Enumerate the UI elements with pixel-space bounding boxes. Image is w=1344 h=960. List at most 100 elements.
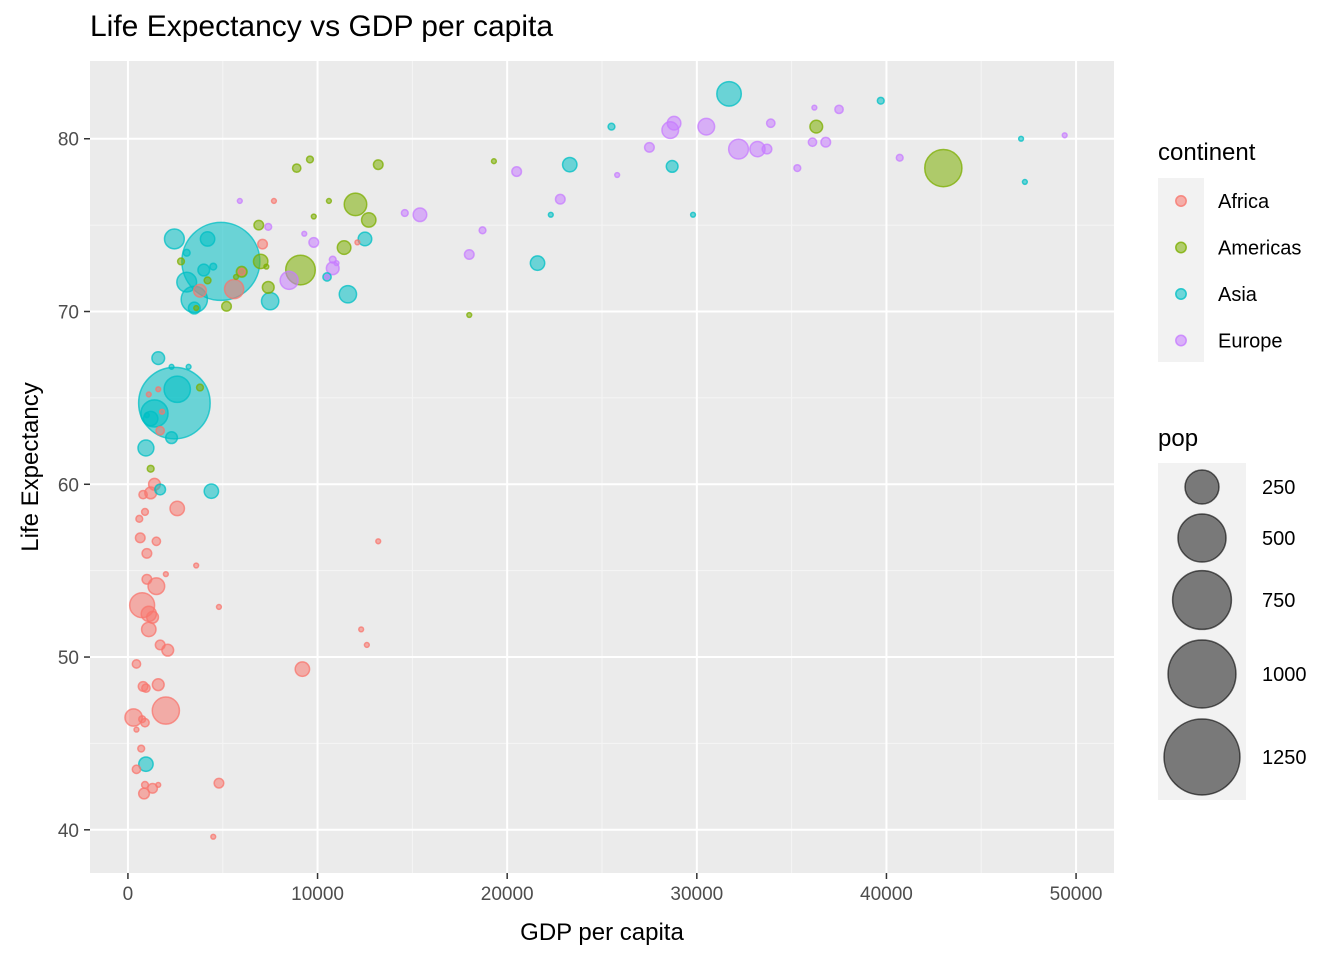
size-legend-key [1167,639,1237,709]
data-point-asia [689,211,697,218]
data-point-africa [193,562,200,569]
data-point-americas [809,119,824,134]
legend-key-asia [1175,288,1187,300]
legend-label-africa: Africa [1218,191,1270,213]
legend-key-americas [1175,241,1187,254]
x-tick-label: 30000 [670,884,723,905]
data-point-europe [1061,132,1068,139]
data-point-europe [333,259,340,267]
data-point-africa [131,764,142,775]
data-point-africa [363,641,371,649]
data-point-americas [193,304,200,312]
data-point-asia [357,231,373,247]
data-point-asia [1021,178,1029,186]
data-point-africa [158,408,166,415]
data-point-africa [140,621,157,638]
data-point-americas [291,163,302,174]
data-point-africa [141,547,153,559]
data-point-asia [185,363,192,370]
data-point-africa [192,283,208,298]
data-point-africa [155,781,162,789]
data-point-americas [232,273,240,281]
data-point-europe [697,117,716,136]
data-point-africa [141,573,153,585]
data-point-africa [131,659,142,669]
legend-key-africa [1175,195,1187,207]
data-point-africa [215,603,223,611]
data-point-americas [305,155,315,164]
data-point-americas [253,219,265,231]
data-point-europe [834,104,844,115]
data-point-europe [807,137,818,148]
data-point-africa [354,239,361,246]
data-point-asia [137,756,154,773]
y-axis-title: Life Expectancy [17,382,44,551]
data-point-asia [203,483,220,500]
data-point-asia [547,211,554,218]
data-point-europe [323,273,331,281]
data-point-asia [151,351,166,366]
data-point-africa [145,391,152,398]
data-point-asia [176,271,198,293]
data-point-asia [197,263,211,277]
x-tick-label: 40000 [860,884,913,905]
data-point-europe [666,115,682,131]
data-point-europe [554,193,566,205]
legend-label-americas: Americas [1218,238,1301,260]
size-legend-key [1184,469,1220,505]
data-point-americas [343,192,368,217]
data-point-europe [761,143,773,155]
data-point-asia [164,431,179,445]
data-point-africa [162,570,170,578]
data-point-asia [168,363,175,370]
data-point-europe [308,236,320,248]
data-point-africa [140,780,150,790]
data-point-asia [529,255,546,272]
data-point-americas [360,211,377,228]
data-point-asia [182,248,191,257]
data-point-africa [145,610,160,624]
data-point-americas [263,263,270,270]
data-point-asia [1017,135,1025,142]
size-legend-key [1177,513,1227,563]
x-tick-label: 20000 [481,884,534,905]
data-point-europe [264,222,273,231]
data-point-americas [466,311,473,319]
data-point-africa [137,744,146,753]
data-point-americas [176,257,186,266]
data-point-africa [133,726,140,733]
data-point-asia [163,375,192,404]
data-point-africa [294,661,311,678]
legend-label-europe: Europe [1218,331,1283,353]
data-point-africa [210,833,217,840]
size-legend-title: pop [1158,425,1198,452]
data-point-americas [325,197,333,205]
data-point-asia [716,80,743,107]
size-legend-label: 750 [1262,590,1295,612]
data-point-africa [134,532,146,544]
data-point-europe [643,141,655,153]
data-point-asia [876,96,885,105]
data-point-europe [279,270,299,291]
data-point-africa [147,782,159,794]
data-point-asia [199,230,216,247]
chart-title: Life Expectancy vs GDP per capita [90,10,554,43]
y-tick-label: 80 [58,130,79,151]
data-point-africa [375,538,382,545]
x-tick-label: 50000 [1050,884,1103,905]
data-point-americas [261,280,275,294]
data-point-africa [135,514,144,523]
y-tick-label: 50 [58,648,79,669]
data-point-europe [811,104,818,111]
data-point-europe [236,197,243,205]
data-point-europe [765,118,776,129]
data-point-africa [213,777,225,789]
data-point-asia [143,412,151,419]
data-point-africa [151,678,165,692]
data-point-americas [923,148,963,188]
data-point-americas [146,464,155,473]
data-point-asia [137,439,155,457]
data-point-europe [478,226,487,235]
